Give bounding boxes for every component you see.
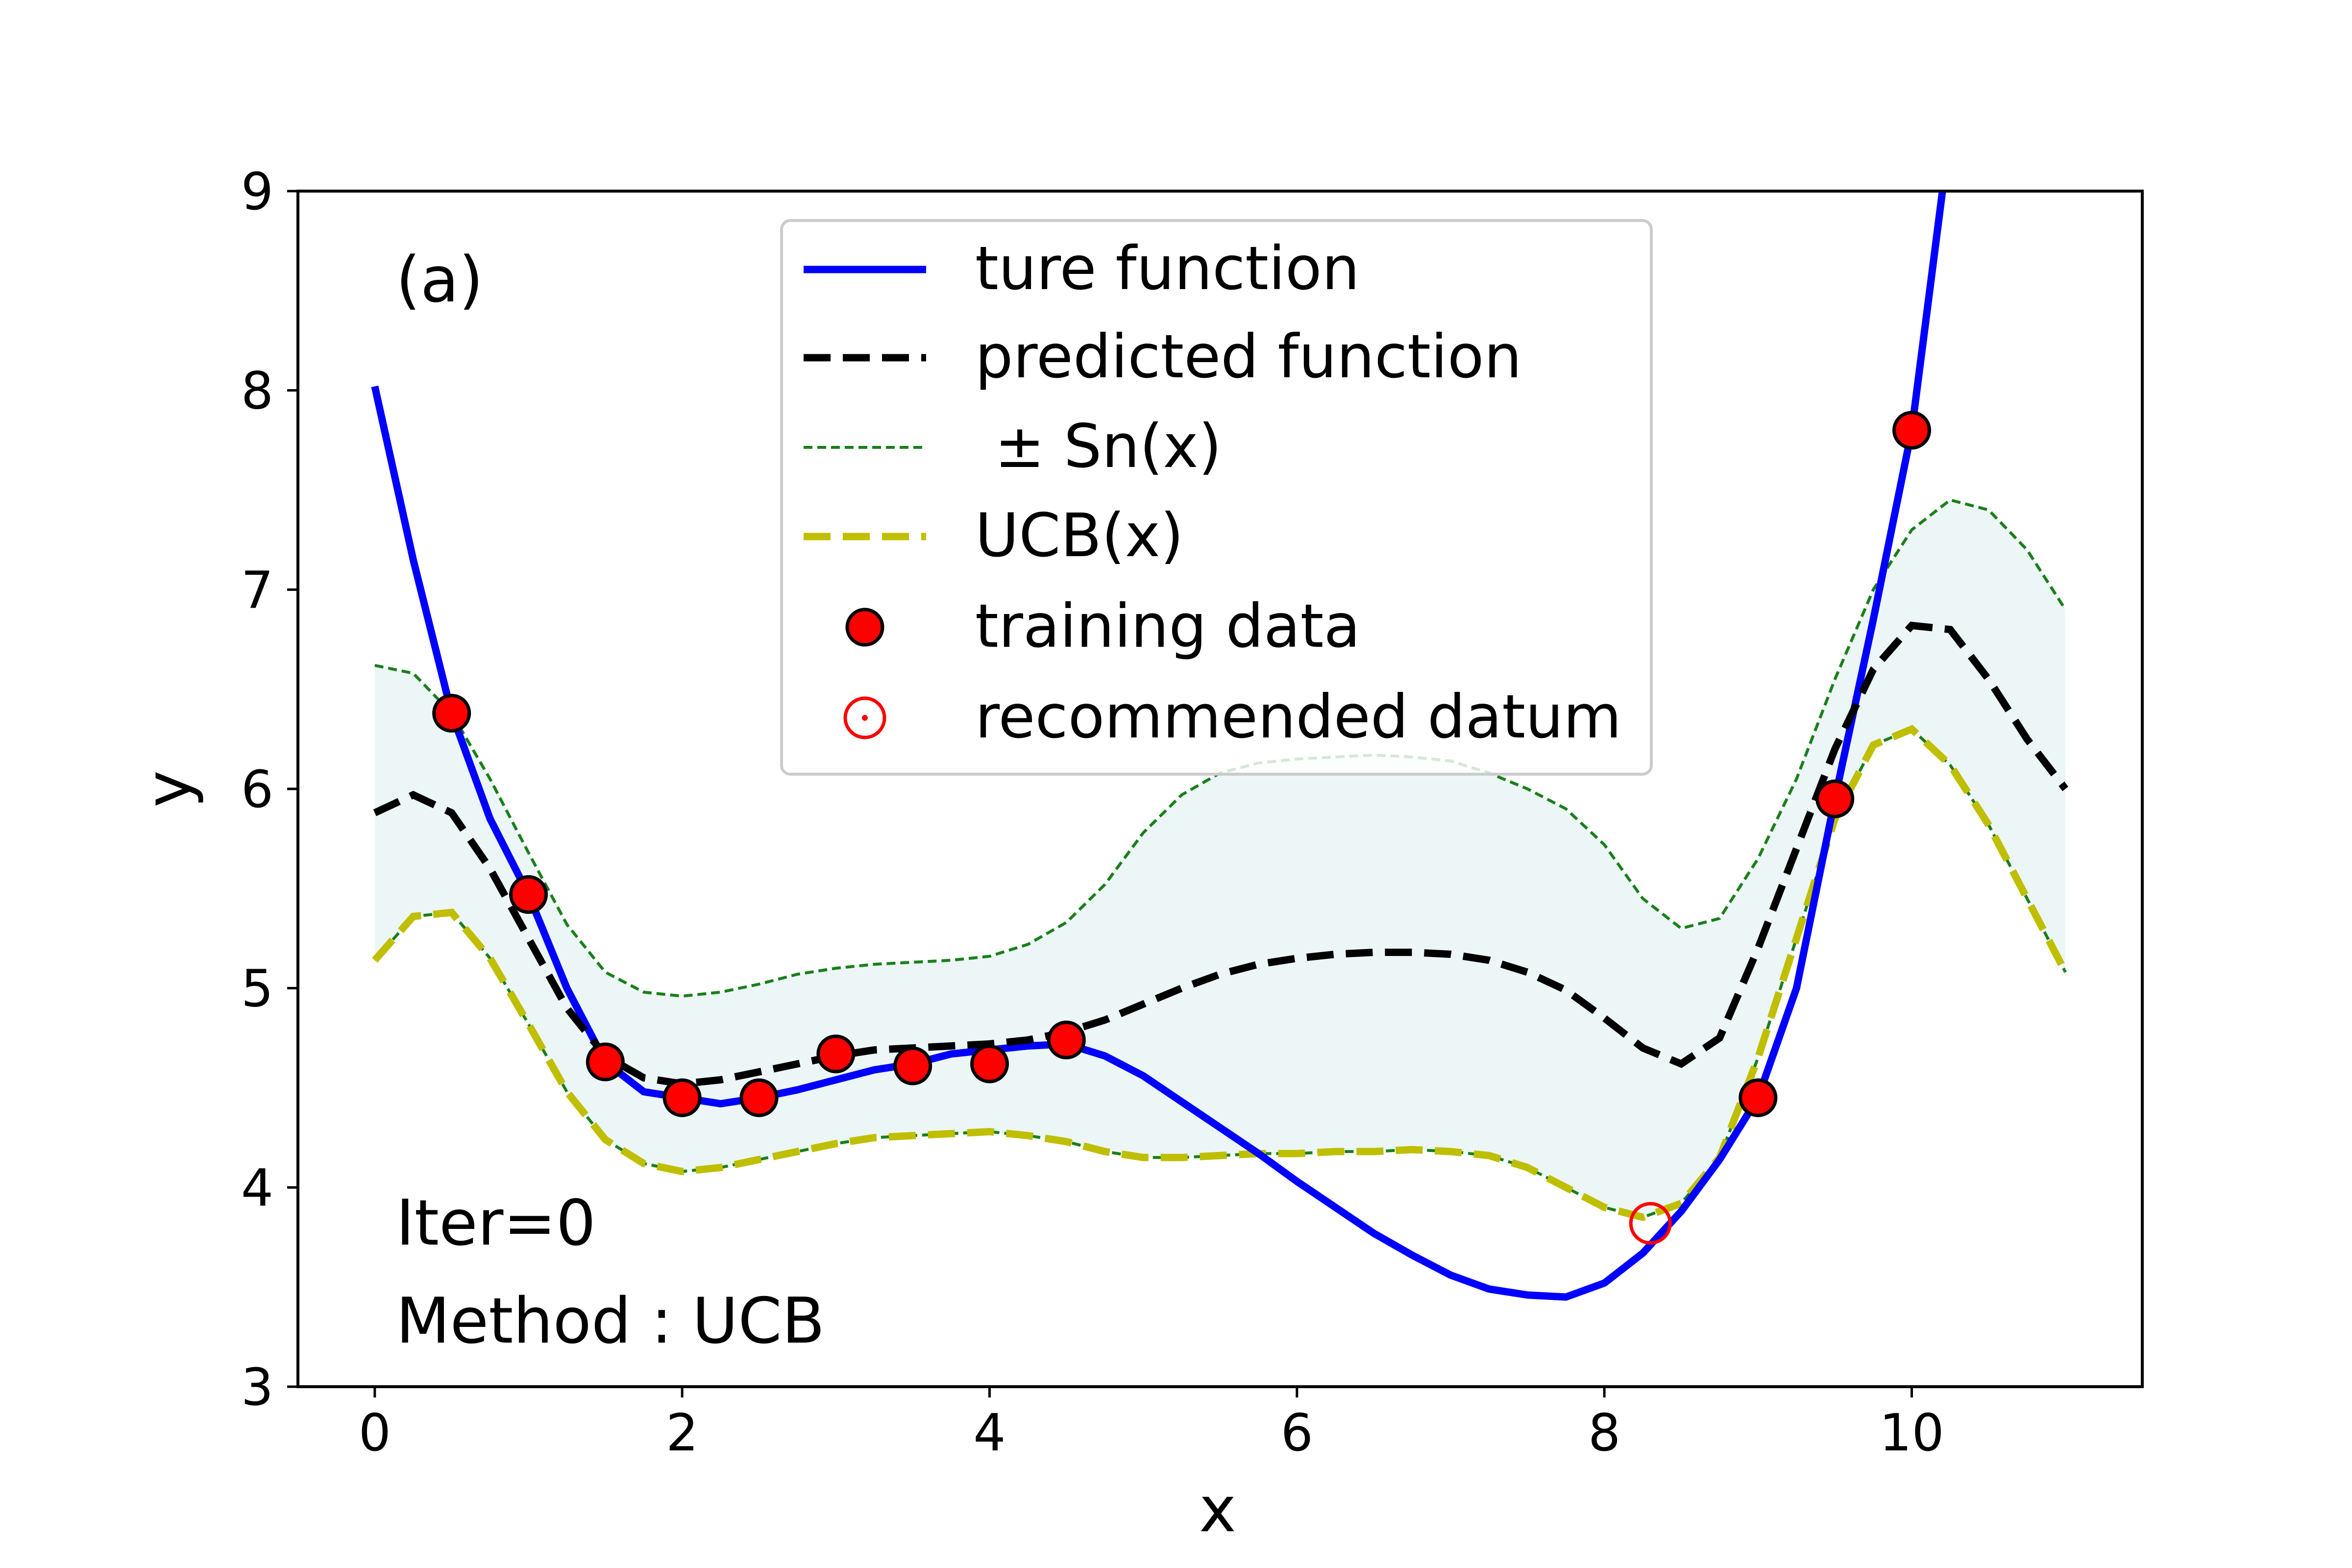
x-tick-label: 10: [1879, 1403, 1944, 1463]
y-tick-label: 8: [241, 361, 273, 421]
x-tick-label: 8: [1588, 1403, 1620, 1463]
recommended-point: [1629, 1202, 1672, 1245]
y-tick-label: 7: [241, 560, 273, 620]
training-point: [1892, 411, 1931, 450]
y-tick-label: 3: [241, 1357, 273, 1417]
legend-marker-recommended-dot: [862, 715, 868, 721]
legend-label-sn: ± Sn(x): [995, 412, 1222, 481]
training-point: [432, 693, 471, 733]
legend-label-recommended: recommended datum: [975, 682, 1621, 752]
x-axis-label: x: [1199, 1473, 1236, 1546]
method-annotation: Method : UCB: [396, 1285, 825, 1358]
legend-label-predicted-function: predicted function: [975, 322, 1522, 392]
x-tick-label: 0: [359, 1403, 391, 1463]
y-tick-label: 4: [241, 1158, 273, 1218]
true-function-line: [371, 191, 1946, 1301]
legend: ture function predicted function ± Sn(x)…: [780, 219, 1653, 776]
training-point: [816, 1034, 856, 1074]
axes: 0 2 4 6 8 10 3 4 5 6 7 8 9: [241, 162, 2144, 1463]
training-point: [1739, 1078, 1778, 1117]
training-point: [586, 1042, 625, 1081]
y-tick-label: 5: [241, 959, 273, 1019]
y-axis-label: y: [132, 770, 205, 808]
legend-frame: [780, 219, 1653, 776]
y-tick-label: 9: [241, 162, 273, 221]
training-point: [739, 1078, 779, 1117]
training-point: [893, 1046, 932, 1085]
x-tick-label: 4: [973, 1403, 1005, 1463]
plot-area: [371, 191, 2069, 1301]
x-tick-label: 2: [666, 1403, 698, 1463]
legend-label-ucb: UCB(x): [975, 501, 1184, 570]
legend-label-true-function: ture function: [975, 234, 1360, 303]
training-point: [970, 1044, 1009, 1083]
legend-label-training-data: training data: [975, 591, 1360, 661]
iter-annotation: Iter=0: [396, 1187, 596, 1260]
sn-lower-line: [373, 727, 2067, 1219]
ucb-line: [372, 725, 2069, 1222]
x-tick-label: 6: [1281, 1403, 1313, 1463]
training-point: [1047, 1020, 1086, 1059]
training-point: [1815, 779, 1855, 818]
y-tick-label: 6: [241, 760, 273, 819]
legend-marker-training-data: [845, 608, 884, 647]
uncertainty-band: [374, 500, 2066, 1218]
legend-marker-recommended: [843, 696, 886, 739]
panel-label: (a): [396, 244, 483, 317]
training-point: [509, 875, 548, 914]
training-point: [662, 1078, 702, 1117]
plot-content: [371, 191, 2069, 1301]
